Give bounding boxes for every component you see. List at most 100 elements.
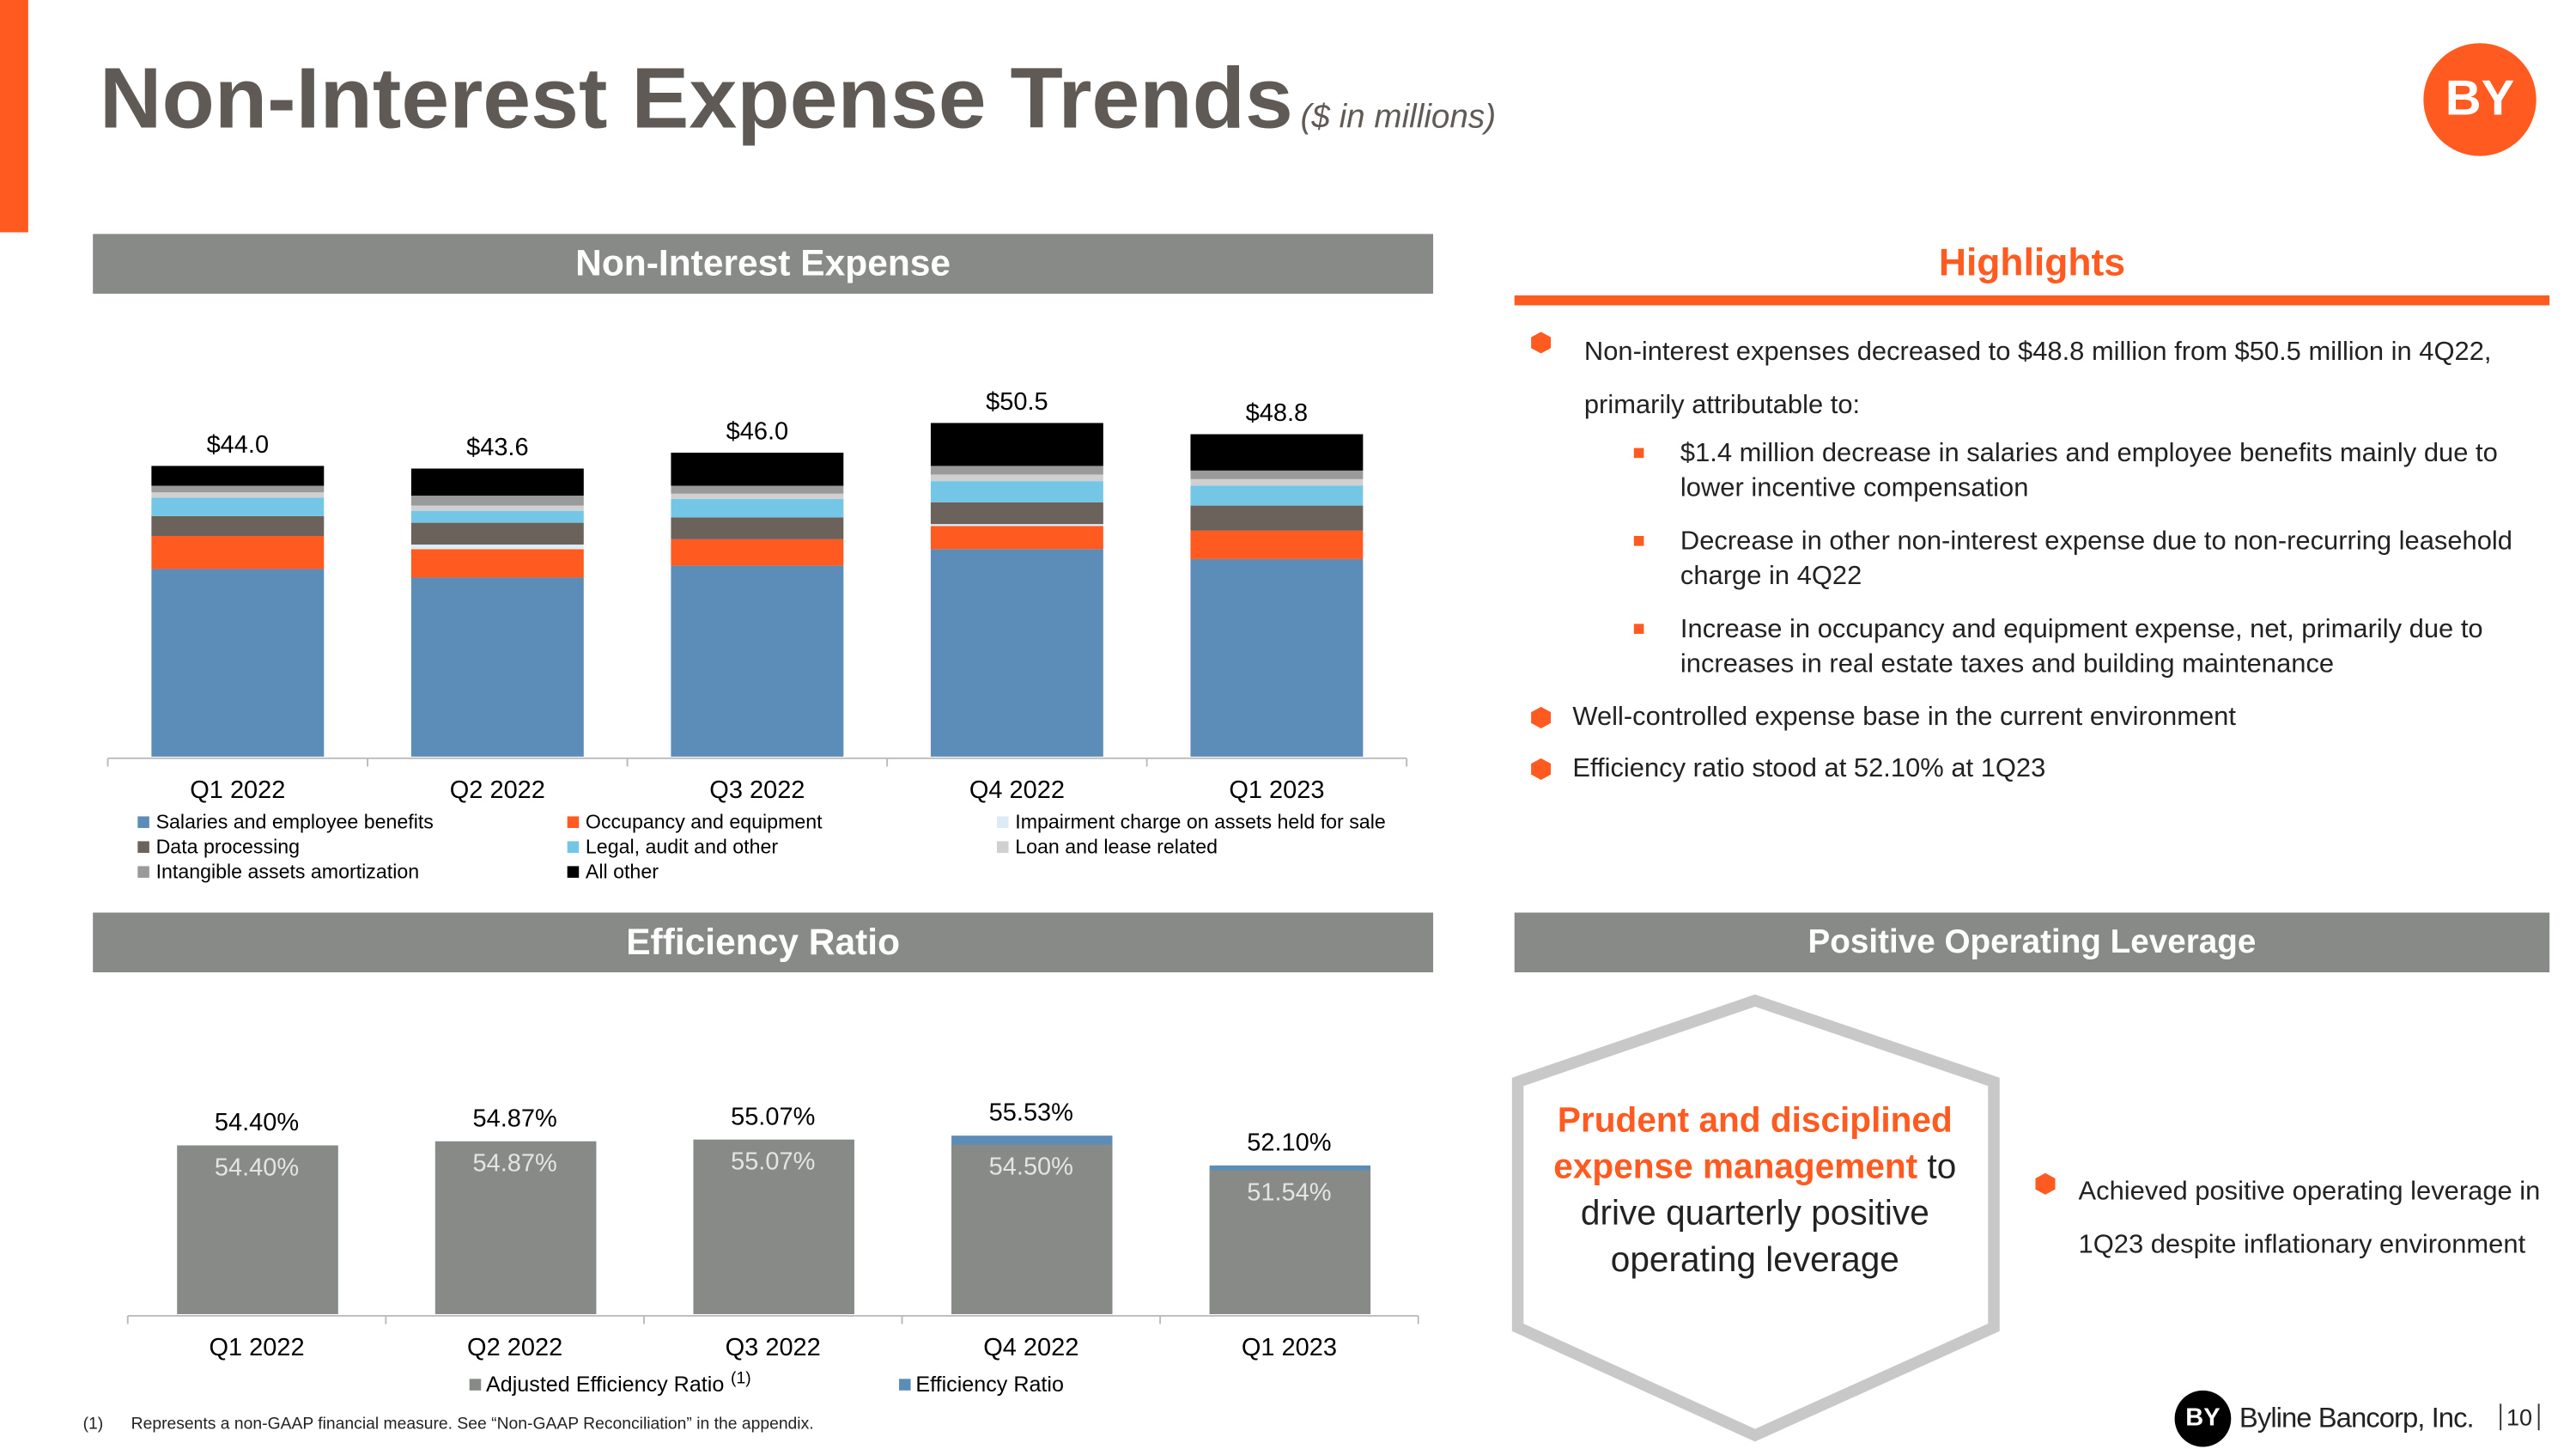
footer-logo: BY: [2174, 1390, 2232, 1447]
bar-segment: [151, 497, 325, 516]
legend-label: Efficiency Ratio: [915, 1373, 1064, 1397]
highlight-detail: Decrease in other non-interest expense d…: [1680, 527, 2512, 591]
section-header: Efficiency Ratio: [93, 912, 1434, 973]
x-tick-label: Q3 2022: [726, 1334, 821, 1361]
x-tick-label: Q1 2022: [209, 1334, 304, 1361]
bar-segment: [410, 577, 584, 757]
x-tick-label: Q3 2022: [709, 776, 805, 804]
bullet: [2035, 1172, 2056, 1195]
value-label: 55.53%: [989, 1099, 1073, 1127]
total-label: $44.0: [207, 431, 270, 459]
footnote-marker: (1): [82, 1415, 104, 1434]
highlights-rule: [1514, 295, 2550, 306]
legend-name: Adjusted Efficiency Ratio: [486, 1373, 724, 1397]
company: Byline Bancorp, Inc.: [2239, 1402, 2475, 1434]
leverage-point: Achieved positive operating leverage in …: [2078, 1178, 2541, 1260]
legend-swatch: [899, 1379, 911, 1391]
bar-segment: [1190, 470, 1364, 479]
value-label-inner: 54.40%: [215, 1154, 299, 1181]
x-tick-label: Q4 2022: [983, 1334, 1078, 1361]
legend-label: Legal, audit and other: [586, 835, 778, 857]
legend-swatch: [567, 866, 580, 878]
legend-label: Occupancy and equipment: [586, 810, 823, 832]
highlight: Well-controlled expense base in the curr…: [1572, 703, 2236, 732]
bar-segment: [410, 505, 584, 511]
x-tick-label: Q2 2022: [467, 1334, 562, 1361]
bullet: [1633, 447, 1644, 459]
bar: [693, 1139, 854, 1314]
bar-segment: [671, 453, 844, 486]
value-label-inner: 55.07%: [731, 1148, 815, 1176]
bullet: [1531, 706, 1552, 729]
bar-segment: [151, 535, 325, 569]
bar-segment: [930, 502, 1103, 525]
bar-segment: [410, 522, 584, 545]
bullet: [1633, 624, 1644, 634]
x-tick-label: Q2 2022: [450, 776, 545, 804]
legend-name: Efficiency Ratio: [915, 1373, 1064, 1397]
bar-segment: [671, 485, 844, 494]
legend-label: Intangible assets amortization: [156, 860, 420, 882]
callout-text: to drive quarterly positive operating le…: [1580, 1148, 1957, 1280]
x-tick-label: Q1 2022: [190, 776, 285, 804]
section-header: Positive Operating Leverage: [1514, 912, 2550, 973]
subtitle: ($ in millions): [1300, 99, 1497, 137]
legend-swatch: [137, 866, 149, 878]
x-tick-label: Q1 2023: [1229, 776, 1324, 804]
bar-segment: [151, 569, 325, 757]
bar-segment: [930, 526, 1103, 550]
legend-label: Data processing: [156, 835, 300, 857]
bar: [951, 1144, 1113, 1314]
bar-segment: [671, 565, 844, 757]
legend-swatch: [567, 816, 580, 828]
bar-segment: [151, 515, 325, 536]
total-label: $43.6: [466, 434, 528, 461]
title: Non-Interest Expense Trends: [99, 51, 1293, 148]
legend-label: Adjusted Efficiency Ratio (1): [486, 1369, 751, 1396]
bullet: [1633, 535, 1644, 546]
hexagon: [1511, 994, 2000, 1442]
callout-emphasis: Prudent and disciplined expense manageme…: [1553, 1101, 1953, 1187]
bar-segment: [410, 468, 584, 496]
logo: BY: [2423, 43, 2537, 156]
highlight: Non-interest expenses decreased to $48.8…: [1583, 338, 2492, 420]
legend-label: Loan and lease related: [1015, 835, 1218, 857]
bar-segment: [671, 498, 844, 518]
legend-label: All other: [586, 860, 659, 882]
section-header: Non-Interest Expense: [93, 234, 1434, 294]
highlight-detail: Increase in occupancy and equipment expe…: [1680, 615, 2483, 679]
legend-swatch: [469, 1379, 482, 1391]
legend-swatch: [567, 841, 580, 853]
value-label-inner: 54.87%: [472, 1150, 556, 1178]
bar-segment: [930, 481, 1103, 502]
highlight-detail: $1.4 million decrease in salaries and em…: [1680, 439, 2498, 503]
total-label: $50.5: [986, 388, 1048, 416]
callout: Prudent and disciplined expense manageme…: [1534, 1099, 1976, 1284]
value-label: 54.40%: [215, 1109, 299, 1136]
legend-label: Salaries and employee benefits: [156, 810, 434, 832]
footnote: (1) Represents a non-GAAP financial meas…: [83, 1416, 814, 1434]
bar-segment: [151, 485, 325, 493]
bar-segment: [930, 474, 1103, 482]
bar-segment: [930, 549, 1103, 757]
value-label-inner: 54.50%: [989, 1153, 1073, 1180]
footnote-text: Represents a non-GAAP financial measure.…: [131, 1415, 814, 1434]
bar-segment: [1190, 530, 1364, 559]
bullet: [1531, 332, 1552, 354]
bar: [1209, 1170, 1371, 1314]
highlights-header: Highlights: [1938, 240, 2126, 284]
bar-segment: [671, 493, 844, 499]
header: Non-Interest Expense Trends ($ in millio…: [100, 50, 1496, 149]
bar: [434, 1141, 597, 1314]
bar-segment: [410, 496, 584, 506]
x-tick-label: Q4 2022: [969, 776, 1065, 804]
bar-segment: [410, 544, 584, 550]
x-tick-label: Q1 2023: [1242, 1334, 1337, 1361]
bar-segment: [1190, 505, 1364, 531]
bar-segment: [151, 466, 325, 486]
bar: [177, 1145, 338, 1314]
